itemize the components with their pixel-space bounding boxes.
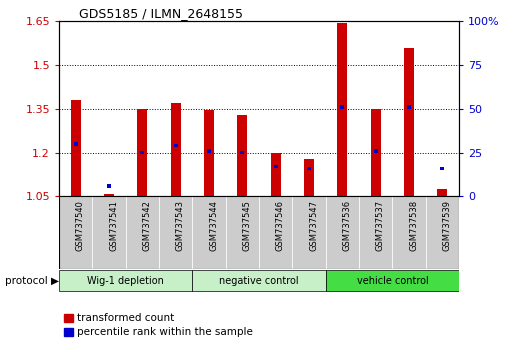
Bar <box>207 149 211 153</box>
Bar <box>74 142 77 145</box>
Bar <box>59 196 92 269</box>
Bar <box>371 109 381 196</box>
Bar <box>226 196 259 269</box>
Bar <box>141 151 144 154</box>
Bar <box>71 100 81 196</box>
Text: GSM737545: GSM737545 <box>242 200 251 251</box>
Bar <box>104 194 114 196</box>
Bar <box>171 103 181 196</box>
Bar <box>374 149 378 153</box>
Bar <box>438 189 447 196</box>
Legend: transformed count, percentile rank within the sample: transformed count, percentile rank withi… <box>64 313 252 337</box>
Bar <box>174 144 177 147</box>
Bar <box>392 196 426 269</box>
Bar <box>241 151 244 154</box>
Bar <box>192 196 226 269</box>
Text: GSM737537: GSM737537 <box>376 200 385 251</box>
Bar <box>404 47 414 196</box>
Text: GSM737547: GSM737547 <box>309 200 318 251</box>
Bar <box>192 270 326 291</box>
Text: GSM737546: GSM737546 <box>276 200 285 251</box>
Bar <box>271 153 281 196</box>
Bar <box>204 110 214 196</box>
Text: GSM737538: GSM737538 <box>409 200 418 251</box>
Text: negative control: negative control <box>219 275 299 286</box>
Text: GSM737541: GSM737541 <box>109 200 118 251</box>
Bar <box>137 109 147 196</box>
Bar <box>341 105 344 109</box>
Text: GSM737544: GSM737544 <box>209 200 218 251</box>
Bar <box>359 196 392 269</box>
Text: GDS5185 / ILMN_2648155: GDS5185 / ILMN_2648155 <box>79 7 243 20</box>
Bar <box>326 270 459 291</box>
Text: GSM737543: GSM737543 <box>175 200 185 251</box>
Bar <box>259 196 292 269</box>
Bar <box>426 196 459 269</box>
Bar <box>274 165 278 169</box>
Text: GSM737539: GSM737539 <box>442 200 451 251</box>
Bar <box>126 196 159 269</box>
Bar <box>338 23 347 196</box>
Bar <box>59 270 192 291</box>
Text: GSM737536: GSM737536 <box>343 200 351 251</box>
Bar <box>326 196 359 269</box>
Text: Wig-1 depletion: Wig-1 depletion <box>87 275 164 286</box>
Text: GSM737540: GSM737540 <box>76 200 85 251</box>
Bar <box>92 196 126 269</box>
Bar <box>304 159 314 196</box>
Bar <box>307 167 311 170</box>
Text: protocol ▶: protocol ▶ <box>5 275 59 286</box>
Text: vehicle control: vehicle control <box>357 275 428 286</box>
Text: GSM737542: GSM737542 <box>143 200 151 251</box>
Bar <box>441 167 444 170</box>
Bar <box>292 196 326 269</box>
Bar <box>238 115 247 196</box>
Bar <box>159 196 192 269</box>
Bar <box>407 105 411 109</box>
Bar <box>107 184 111 188</box>
